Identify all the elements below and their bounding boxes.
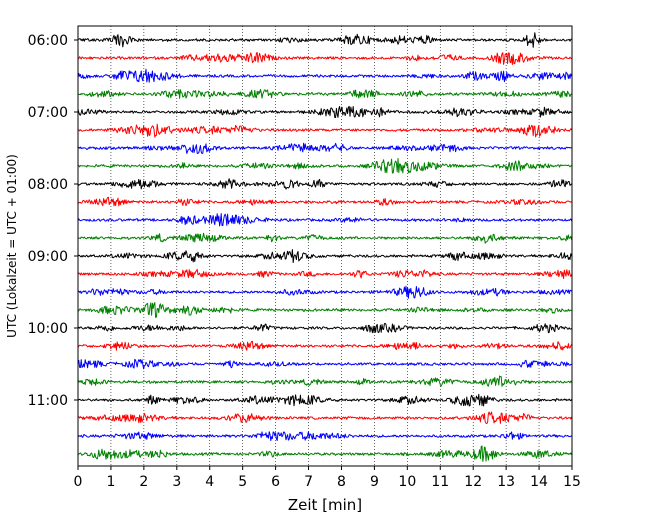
x-tick-label: 14	[530, 474, 548, 490]
vertical-grid	[110, 26, 540, 466]
y-tick-label: 11:00	[28, 393, 68, 409]
y-axis: 06:00 07:00 08:00 09:00 10:00 11:00	[28, 33, 78, 409]
x-tick-label: 5	[238, 474, 247, 490]
y-tick-label: 08:00	[28, 177, 68, 193]
seismic-trace	[77, 375, 573, 387]
seismic-trace	[77, 268, 573, 280]
seismic-trace	[77, 68, 573, 83]
seismic-trace	[77, 196, 572, 207]
seismic-trace	[77, 285, 572, 299]
x-tick-label: 9	[370, 474, 379, 490]
y-tick-label: 09:00	[28, 249, 68, 265]
y-tick-label: 10:00	[28, 321, 68, 337]
x-tick-label: 3	[172, 474, 181, 490]
x-tick-label: 12	[464, 474, 482, 490]
seismic-trace	[77, 213, 573, 227]
x-axis: 0 1 2 3 4 5 6 7 8 9 10 11 12 13 14 15	[74, 466, 581, 490]
x-tick-label: 6	[271, 474, 280, 490]
seismic-trace	[77, 123, 572, 138]
plot-frame	[77, 25, 573, 467]
x-axis-label: Zeit [min]	[288, 496, 362, 514]
seismic-trace	[77, 52, 572, 65]
x-tick-label: 11	[431, 474, 449, 490]
y-tick-label: 06:00	[28, 33, 68, 49]
y-axis-label: UTC (Lokalzeit = UTC + 01:00)	[5, 154, 19, 338]
x-tick-label: 7	[304, 474, 313, 490]
seismic-trace	[77, 88, 572, 99]
seismic-trace	[77, 340, 573, 351]
seismic-trace	[77, 178, 572, 190]
x-tick-label: 4	[205, 474, 214, 490]
seismic-trace	[77, 393, 573, 407]
x-tick-label: 0	[74, 474, 83, 490]
x-tick-label: 2	[139, 474, 148, 490]
seismic-trace	[77, 32, 572, 48]
x-tick-label: 8	[337, 474, 346, 490]
seismic-trace	[77, 142, 572, 155]
seismic-trace	[77, 302, 572, 318]
y-tick-label: 07:00	[28, 105, 68, 121]
x-tick-label: 1	[106, 474, 115, 490]
seismic-trace	[77, 411, 573, 425]
seismic-trace	[77, 358, 572, 370]
seismic-traces	[77, 32, 573, 462]
seismic-trace	[77, 322, 572, 334]
seismic-trace	[77, 105, 572, 118]
seismic-trace	[77, 249, 573, 264]
x-tick-label: 13	[497, 474, 515, 490]
seismic-trace	[77, 158, 572, 174]
seismic-trace	[77, 445, 573, 462]
seismic-trace	[77, 232, 573, 244]
x-tick-label: 15	[563, 474, 581, 490]
seismic-trace	[77, 431, 572, 442]
x-tick-label: 10	[398, 474, 416, 490]
